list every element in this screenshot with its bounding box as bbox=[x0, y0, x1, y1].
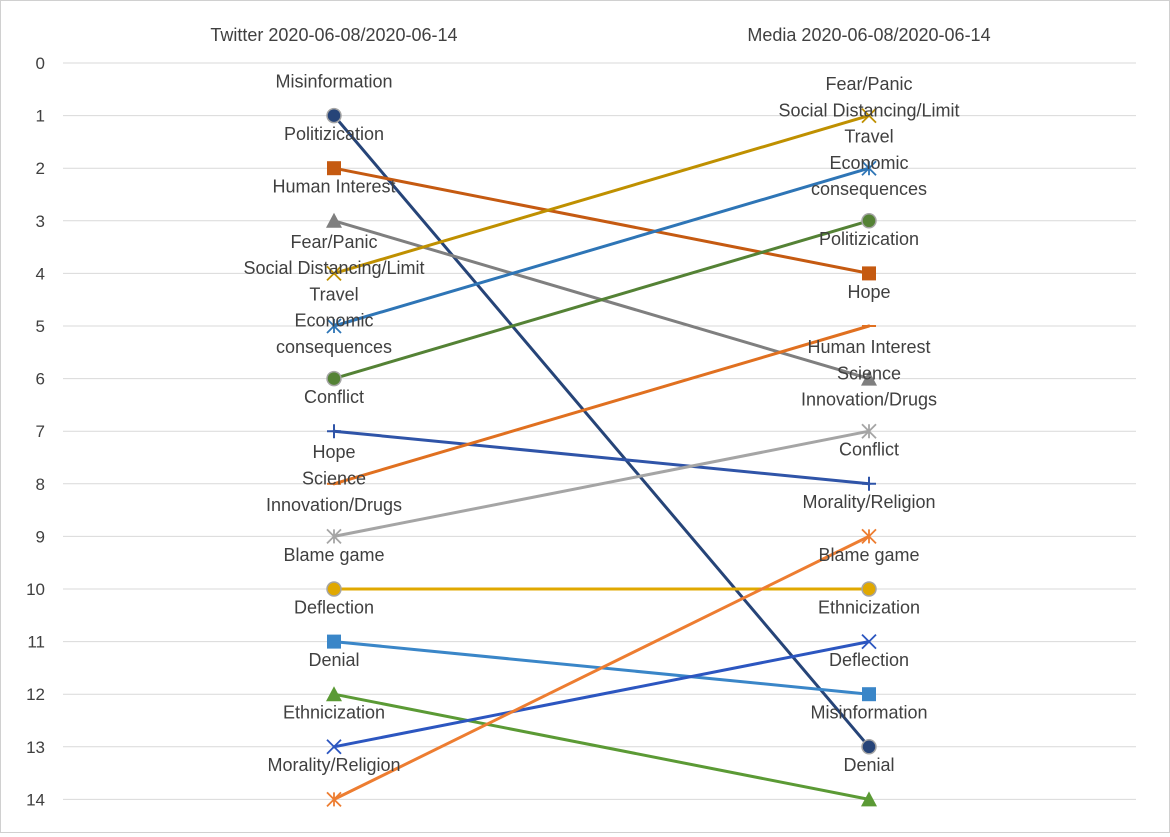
column-header-media: Media 2020-06-08/2020-06-14 bbox=[747, 25, 990, 45]
y-tick-label: 8 bbox=[36, 475, 45, 494]
data-point-marker bbox=[327, 424, 341, 439]
data-label-left: Innovation/Drugs bbox=[266, 495, 402, 515]
series-markers bbox=[326, 107, 877, 808]
y-tick-label: 3 bbox=[36, 212, 45, 231]
data-point-marker bbox=[861, 791, 877, 807]
column-header-twitter: Twitter 2020-06-08/2020-06-14 bbox=[210, 25, 457, 45]
column-headers: Twitter 2020-06-08/2020-06-14 Media 2020… bbox=[210, 25, 990, 45]
y-tick-label: 6 bbox=[36, 370, 45, 389]
y-tick-label: 5 bbox=[36, 317, 45, 336]
data-point-marker bbox=[326, 528, 342, 545]
series-line bbox=[332, 429, 871, 486]
data-label-left: Hope bbox=[312, 442, 355, 462]
data-point-marker bbox=[862, 266, 876, 281]
data-label-right: Ethnicization bbox=[818, 597, 920, 617]
data-point-marker bbox=[861, 160, 877, 176]
data-point-marker bbox=[862, 687, 876, 702]
y-tick-label: 12 bbox=[26, 685, 45, 704]
y-tick-label: 11 bbox=[27, 633, 45, 652]
y-tick-label: 1 bbox=[36, 107, 45, 126]
data-label-right: Innovation/Drugs bbox=[801, 390, 937, 410]
data-point-marker bbox=[326, 581, 342, 597]
data-label-left: Denial bbox=[308, 650, 359, 670]
y-tick-label: 0 bbox=[36, 54, 45, 73]
series-line bbox=[332, 692, 871, 801]
data-label-right: Denial bbox=[843, 755, 894, 775]
data-label-left: Politizication bbox=[284, 124, 384, 144]
data-label-right: Travel bbox=[844, 127, 893, 147]
data-point-marker bbox=[861, 423, 877, 439]
data-point-marker bbox=[326, 318, 342, 334]
data-label-left: Conflict bbox=[304, 387, 364, 407]
y-tick-label: 2 bbox=[36, 159, 45, 178]
data-point-marker bbox=[326, 686, 342, 702]
y-tick-label: 14 bbox=[26, 790, 45, 809]
data-label-right: Economic bbox=[829, 153, 908, 173]
data-label-left: Misinformation bbox=[275, 71, 392, 91]
data-label-right: Politizication bbox=[819, 229, 919, 249]
data-point-marker bbox=[862, 476, 876, 491]
data-label-right: Human Interest bbox=[807, 337, 930, 357]
data-point-marker bbox=[861, 528, 877, 545]
data-point-marker bbox=[861, 107, 877, 124]
data-label-left: Ethnicization bbox=[283, 703, 385, 723]
series-line bbox=[332, 324, 871, 486]
data-point-marker bbox=[861, 213, 877, 229]
series-line bbox=[332, 166, 871, 275]
y-tick-label: 4 bbox=[36, 264, 45, 283]
data-label-right: Conflict bbox=[839, 440, 899, 460]
data-label-right: Blame game bbox=[818, 545, 919, 565]
data-label-left: Economic bbox=[294, 311, 373, 331]
series-lines bbox=[332, 114, 871, 801]
data-label-right: consequences bbox=[811, 179, 927, 199]
series-line bbox=[332, 219, 871, 381]
data-label-left: Fear/Panic bbox=[290, 232, 377, 252]
data-point-marker bbox=[326, 370, 342, 387]
data-point-marker bbox=[327, 634, 341, 649]
data-label-left: Social Distancing/Limit bbox=[243, 258, 424, 278]
data-label-right: Fear/Panic bbox=[825, 74, 912, 94]
data-label-left: Human Interest bbox=[272, 177, 395, 197]
data-label-right: Morality/Religion bbox=[802, 492, 935, 512]
data-label-right: Science bbox=[837, 363, 901, 383]
data-point-marker bbox=[861, 633, 877, 650]
data-label-left: Science bbox=[302, 469, 366, 489]
series-line bbox=[332, 166, 871, 328]
data-point-marker bbox=[326, 791, 342, 808]
data-label-left: Travel bbox=[309, 284, 358, 304]
series-line bbox=[332, 429, 871, 538]
y-tick-label: 9 bbox=[36, 527, 45, 546]
data-point-marker bbox=[861, 370, 877, 386]
data-point-marker bbox=[326, 107, 342, 124]
data-label-left: consequences bbox=[276, 337, 392, 357]
data-label-left: Deflection bbox=[294, 597, 374, 617]
y-tick-label: 10 bbox=[26, 580, 45, 599]
series-line bbox=[332, 534, 871, 801]
data-point-marker bbox=[861, 581, 877, 597]
data-point-marker bbox=[326, 212, 342, 228]
y-tick-label: 7 bbox=[36, 422, 45, 441]
data-label-right: Misinformation bbox=[810, 703, 927, 723]
data-point-marker bbox=[326, 739, 342, 755]
data-point-marker bbox=[861, 739, 877, 755]
data-label-right: Deflection bbox=[829, 650, 909, 670]
gridlines bbox=[63, 62, 1136, 800]
series-line bbox=[332, 640, 871, 749]
y-tick-label: 13 bbox=[26, 738, 45, 757]
data-label-right: Social Distancing/Limit bbox=[778, 100, 959, 120]
data-label-right: Hope bbox=[847, 282, 890, 302]
data-point-marker bbox=[327, 161, 341, 176]
series-line bbox=[332, 114, 871, 275]
series-line bbox=[332, 114, 871, 749]
data-labels: Misinformation Politizication Human Intere… bbox=[243, 71, 959, 775]
data-label-left: Morality/Religion bbox=[267, 755, 400, 775]
data-point-marker bbox=[326, 265, 342, 282]
data-label-left: Blame game bbox=[283, 545, 384, 565]
